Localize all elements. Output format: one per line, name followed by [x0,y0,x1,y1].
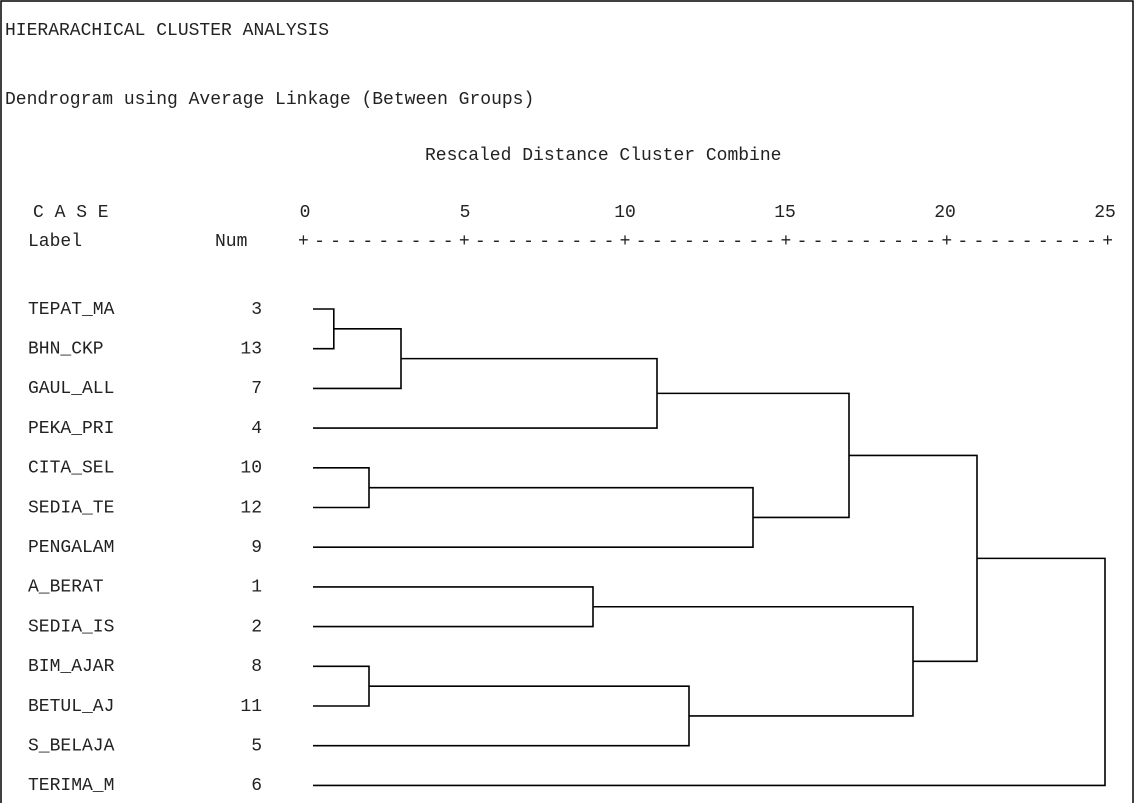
leaf-label: SEDIA_TE [28,498,114,518]
x-tick-label: 25 [1094,203,1116,223]
num-header: Num [215,232,247,252]
leaf-num: 13 [240,339,262,359]
leaf-num: 2 [251,617,262,637]
link [313,308,335,350]
leaf-num: 9 [251,538,262,558]
leaf-num: 10 [240,459,262,479]
leaf-num: 6 [251,776,262,796]
leaf-label: A_BERAT [28,578,104,598]
leaf-num: 8 [251,657,262,677]
leaf-num: 11 [240,697,262,717]
leaf-label: S_BELAJA [28,736,115,756]
case-header: C A S E [33,203,109,223]
x-tick-label: 10 [614,203,636,223]
x-tick-label: 15 [774,203,796,223]
leaf-label: CITA_SEL [28,459,114,479]
leaf-num: 4 [251,419,262,439]
link [313,328,402,390]
leaf-label: PENGALAM [28,538,114,558]
leaf-num: 3 [251,300,262,320]
leaf-label: BHN_CKP [28,339,104,359]
leaf-label: BETUL_AJ [28,697,114,717]
leaf-num: 5 [251,736,262,756]
link [313,557,1106,787]
leaf-num: 1 [251,578,262,598]
leaf-label: BIM_AJAR [28,657,115,677]
label-header: Label [28,232,82,252]
x-tick-label: 5 [460,203,471,223]
leaf-label: SEDIA_IS [28,617,114,637]
leaf-label: PEKA_PRI [28,419,114,439]
leaf-label: TERIMA_M [28,776,114,796]
leaf-num: 12 [240,498,262,518]
link [313,467,370,509]
link [593,605,914,717]
link [313,586,594,628]
link [313,357,658,429]
leaf-label: GAUL_ALL [28,379,114,399]
x-tick-label: 20 [934,203,956,223]
leaf-label: TEPAT_MA [28,300,115,320]
subtitle: Dendrogram using Average Linkage (Betwee… [5,90,534,110]
x-tick-label: 0 [300,203,311,223]
x-axis-label: Rescaled Distance Cluster Combine [425,146,781,166]
link [313,665,370,707]
leaf-num: 7 [251,379,262,399]
link [313,486,754,548]
axis-rule: +---------+---------+---------+---------… [298,232,1113,252]
title: HIERARACHICAL CLUSTER ANALYSIS [5,21,329,41]
